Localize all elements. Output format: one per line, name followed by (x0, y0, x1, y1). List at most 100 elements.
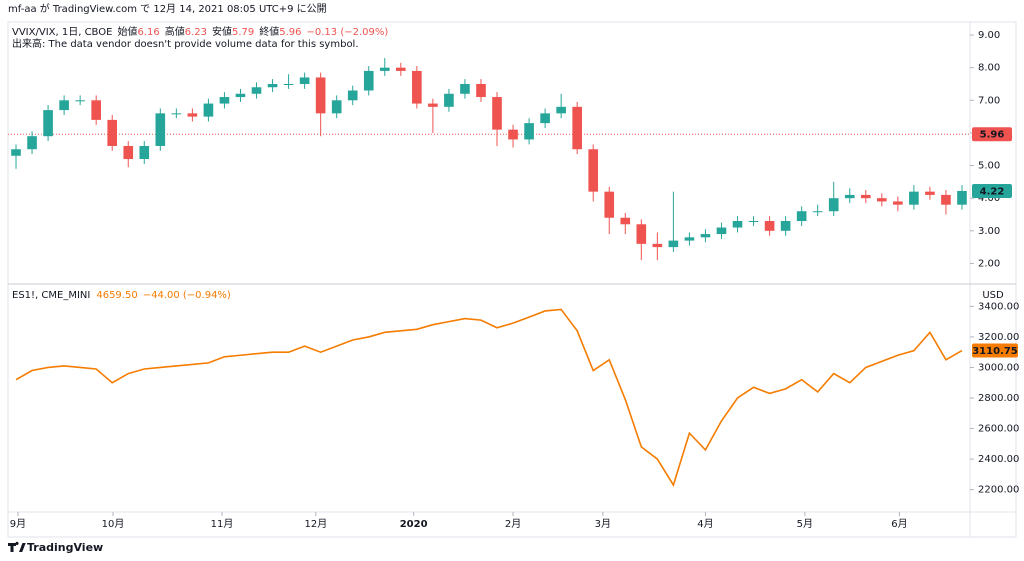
last-price-label-bg (972, 183, 1012, 198)
candle-body (524, 123, 534, 140)
candle-body (909, 191, 919, 205)
candle-body (540, 113, 550, 124)
candle-body (508, 129, 518, 140)
candle-body (11, 149, 21, 156)
ohlc-label: 終値 (259, 25, 279, 38)
candle-body (75, 100, 85, 102)
candle-body (379, 67, 390, 71)
candle-body (668, 240, 679, 248)
y-tick-label: 9.00 (978, 30, 1000, 41)
pane-legend: ES1!, CME_MINI 4659.50 −44.00 (−0.94%) (12, 290, 231, 301)
candle-body (363, 70, 374, 91)
x-tick-label: 2月 (505, 518, 521, 530)
candle-body (299, 77, 310, 84)
candle-body (91, 100, 101, 120)
y-tick-label: 2200.00 (978, 485, 1019, 496)
y-tick-label: 4.00 (978, 193, 1000, 204)
last-price-label: 4.22 (980, 186, 1005, 197)
candle-body (764, 221, 775, 231)
candle-body (203, 103, 214, 117)
candle-body (796, 211, 807, 222)
candle-body (652, 243, 663, 248)
candle-body (572, 106, 582, 150)
x-tick-label: 4月 (697, 518, 713, 530)
candle-body (347, 90, 358, 101)
candle-body (219, 97, 230, 104)
candle-body (941, 194, 951, 205)
candle-body (604, 191, 615, 218)
candle-body (684, 237, 695, 241)
tradingview-logo (8, 541, 26, 552)
candle-body (812, 211, 823, 213)
candle-body (27, 136, 37, 150)
y-tick-label: 5.00 (978, 161, 1000, 172)
candle-body (59, 100, 69, 111)
candle-body (396, 67, 406, 71)
chart-frame (7, 21, 1017, 538)
last-price-label-bg (972, 343, 1018, 358)
candle-body (444, 93, 454, 107)
candle-body (251, 87, 262, 94)
price-line (15, 308, 963, 487)
candle-body (331, 100, 342, 114)
ohlc-label: 始値 (117, 25, 137, 38)
candle-body (860, 194, 871, 199)
candle-body (636, 224, 647, 244)
y-tick-label: 3400.00 (978, 301, 1019, 312)
volume-note: 出来高: The data vendor doesn't provide vol… (12, 37, 359, 50)
candle-body (412, 70, 422, 104)
symbol-title: VVIX/VIX, 1日, CBOE (12, 27, 112, 38)
x-tick-label: 5月 (797, 518, 813, 530)
candle-body (492, 97, 502, 130)
y-tick-label: 2600.00 (978, 424, 1019, 435)
candle-body (716, 227, 727, 235)
pane-legend: VVIX/VIX, 1日, CBOE 始値6.16 高値6.23 安値5.79 終値5.… (12, 25, 388, 38)
symbol-title: ES1!, CME_MINI (12, 290, 90, 301)
candle-body (700, 234, 711, 238)
change-value: −44.00 (−0.94%) (143, 290, 231, 301)
y-tick-label: 2800.00 (978, 393, 1019, 404)
publish-header: mf-aa が TradingView.com で 12月 14, 2021 0… (8, 2, 327, 15)
candle-body (267, 83, 278, 88)
y-tick-label: 2400.00 (978, 454, 1019, 465)
candle-body (283, 83, 294, 85)
ohlc-value: 5.79 (232, 27, 254, 38)
y-tick-label: 7.00 (978, 95, 1000, 106)
candle-body (107, 119, 118, 146)
last-price-label: 3110.75 (972, 346, 1018, 357)
y-tick-label: 3000.00 (978, 362, 1019, 373)
axis-unit: USD (982, 290, 1004, 301)
candle-body (620, 217, 631, 225)
y-tick-label: 3200.00 (978, 332, 1019, 343)
candle-body (748, 221, 759, 223)
candle-body (123, 145, 134, 160)
x-tick-label: 11月 (211, 518, 234, 530)
candle-body (893, 201, 903, 205)
candle-body (877, 198, 887, 202)
x-tick-label: 3月 (595, 518, 611, 530)
candle-body (43, 110, 53, 137)
candle-body (187, 113, 198, 117)
footer-brand: TradingView (27, 541, 103, 554)
candle-body (171, 113, 182, 115)
candle-body (139, 145, 150, 160)
candle-body (556, 106, 566, 114)
x-tick-label: 9月 (10, 518, 26, 530)
ohlc-value: 5.96 (279, 27, 301, 38)
ohlc-value: 6.16 (137, 27, 159, 38)
candle-body (155, 113, 166, 146)
candle-body (428, 103, 438, 107)
ohlc-label: 安値 (212, 25, 232, 38)
y-tick-label: 2.00 (978, 258, 1000, 269)
candle-body (460, 83, 470, 94)
candle-body (315, 77, 326, 114)
x-tick-label: 2020 (400, 519, 428, 530)
ohlc-label: 高値 (165, 25, 185, 38)
candle-body (588, 149, 599, 192)
candle-body (780, 221, 791, 231)
candle-body (828, 198, 839, 212)
candle-body (235, 93, 246, 98)
candle-body (844, 194, 855, 199)
price-line-label: 5.96 (980, 130, 1005, 141)
